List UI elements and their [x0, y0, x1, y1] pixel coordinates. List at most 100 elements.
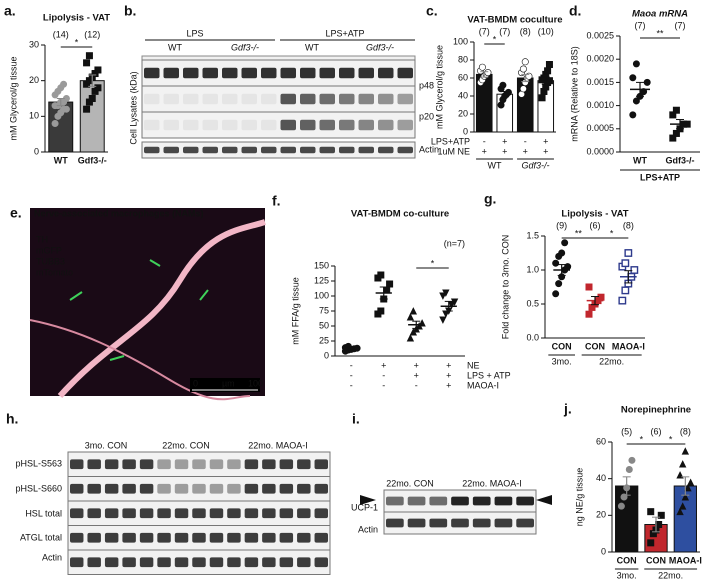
data-point — [552, 290, 560, 298]
condition-mark: - — [350, 360, 353, 370]
row-label: Actin — [42, 552, 62, 562]
group-label: WT — [305, 42, 319, 52]
y-tick-label: 60 — [458, 72, 468, 82]
group-label: 22mo. MAOA-I — [462, 478, 522, 488]
data-point — [621, 259, 630, 268]
row-label: Actin — [358, 524, 378, 534]
band — [139, 508, 154, 519]
bands — [141, 59, 416, 159]
data-point — [439, 316, 447, 324]
band — [319, 146, 335, 154]
data-point — [597, 293, 605, 301]
n-label: (10) — [538, 26, 554, 36]
significance: * — [669, 434, 673, 444]
band — [104, 508, 119, 519]
data-point — [450, 298, 459, 306]
band — [209, 557, 224, 568]
n-label: (6) — [590, 220, 601, 230]
band — [202, 119, 218, 131]
band — [297, 557, 311, 568]
condition-mark: + — [502, 136, 507, 146]
chart-title: Lipolysis - VAT — [561, 209, 628, 220]
band — [386, 496, 404, 506]
band — [163, 67, 179, 79]
band — [397, 67, 413, 79]
x-tick-label: WT — [633, 155, 647, 165]
group-label: LPS+ATP — [325, 28, 364, 38]
band — [122, 557, 136, 568]
condition-label: LPS + ATP — [467, 370, 511, 380]
condition-mark: - — [350, 380, 353, 390]
y-tick-label: 0 — [34, 146, 39, 156]
band — [378, 67, 394, 79]
y-tick-label: 1.0 — [526, 264, 539, 274]
band — [70, 557, 84, 568]
y-axis-label: mM Glycerol/g tissue — [434, 45, 444, 129]
y-tick-label: 0 — [324, 350, 329, 360]
band — [297, 483, 311, 494]
band — [451, 518, 469, 528]
condition-label: 1uM NE — [437, 146, 470, 156]
n-label: (5) — [621, 426, 632, 436]
band — [227, 483, 241, 494]
y-tick-label: 0.0010 — [586, 100, 614, 110]
band — [451, 496, 469, 506]
band — [104, 459, 119, 470]
data-point — [409, 307, 418, 315]
bands — [67, 451, 331, 575]
panel-i: i. 22mo. CON 22mo. MAOA-I UCP-1 Actin — [351, 411, 552, 535]
band — [241, 146, 257, 154]
band — [139, 532, 154, 543]
data-point — [618, 296, 627, 305]
band — [429, 518, 448, 528]
band — [209, 459, 224, 470]
row-label: pHSL-S660 — [15, 483, 62, 493]
band — [70, 483, 84, 494]
data-point — [521, 58, 529, 66]
y-tick-label: 0.0020 — [586, 54, 614, 64]
y-tick-label: 80 — [458, 54, 468, 64]
band — [472, 518, 491, 528]
data-point — [83, 105, 91, 113]
blot — [141, 59, 416, 139]
x-tick-label: CON — [646, 555, 666, 565]
condition-mark: - — [350, 370, 353, 380]
band — [280, 119, 296, 131]
charts: a. Lipolysis - VAT mM Glycerol/g tissue 0 10… — [4, 3, 702, 581]
y-axis-label: mM Glycerol/g tissue — [8, 56, 18, 140]
group-label: WT — [488, 160, 502, 170]
band — [516, 496, 534, 506]
band — [279, 459, 294, 470]
panel-label: a. — [4, 3, 16, 19]
chart-title: Norepinephrine — [621, 405, 691, 416]
panel-label: f. — [272, 193, 281, 209]
data-point — [544, 67, 552, 75]
data-point — [643, 78, 651, 86]
significance: ** — [656, 28, 664, 38]
channel: TH — [36, 234, 48, 244]
micrograph — [30, 208, 265, 396]
band — [87, 508, 101, 519]
data-point — [681, 493, 690, 501]
condition-mark: - — [483, 136, 486, 146]
y-tick-label: 0 — [463, 126, 468, 136]
band — [280, 146, 296, 154]
group-label: LPS — [186, 28, 203, 38]
band — [122, 459, 136, 470]
y-tick-label: 30 — [29, 39, 39, 49]
y-tick-label: 10 — [29, 111, 39, 121]
n-label: (7) — [479, 26, 490, 36]
band — [244, 508, 259, 519]
band — [262, 459, 276, 470]
data-point — [94, 84, 102, 92]
y-axis-label: mRNA (Relative to 18S) — [569, 46, 579, 142]
band — [244, 483, 259, 494]
band — [122, 508, 136, 519]
y-tick-label: 25 — [319, 335, 329, 345]
group-label: 22mo. — [658, 570, 683, 580]
band — [104, 483, 119, 494]
band — [279, 483, 294, 494]
y-tick-label: 40 — [458, 90, 468, 100]
chart-subtitle: (n=7) — [444, 238, 465, 248]
data-point — [681, 447, 690, 455]
